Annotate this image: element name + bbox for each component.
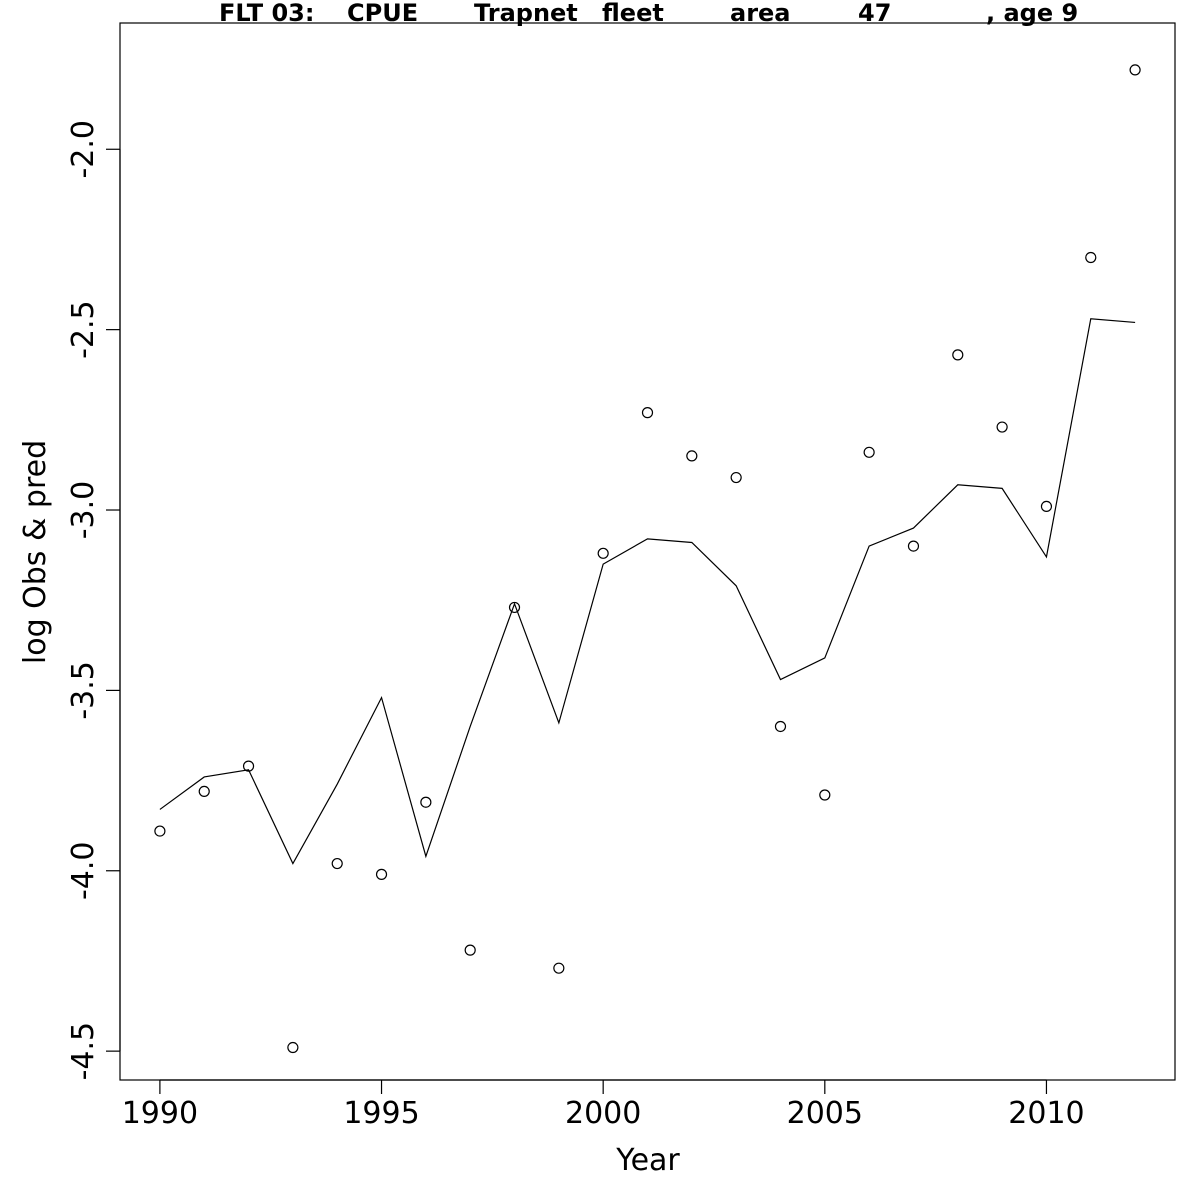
- x-tick-label: 2005: [787, 1096, 863, 1131]
- predicted-line: [159, 318, 1136, 865]
- y-tick-label: -2.5: [66, 300, 101, 359]
- plot-area: [154, 64, 1141, 1054]
- observed-point: [154, 825, 166, 837]
- observed-point: [464, 944, 476, 956]
- observed-point: [597, 547, 609, 559]
- x-tick-label: 2010: [1008, 1096, 1084, 1131]
- x-tick-label: 2000: [565, 1096, 641, 1131]
- x-tick-label: 1990: [122, 1096, 198, 1131]
- observed-point: [774, 720, 787, 733]
- y-tick-label: -4.5: [66, 1022, 101, 1081]
- observed-point: [641, 407, 654, 419]
- x-axis-label: Year: [615, 1143, 680, 1178]
- plot-frame: [119, 22, 1176, 1081]
- y-tick-label: -3.5: [66, 661, 101, 720]
- observed-point: [863, 446, 875, 458]
- observed-point: [287, 1041, 299, 1054]
- observed-point: [1085, 251, 1097, 264]
- observed-point: [375, 868, 388, 880]
- y-axis: -4.5 -4.0 -3.5 -3.0 -2.5 -2.0: [66, 120, 121, 1081]
- observed-point: [331, 857, 343, 870]
- y-axis-label: log Obs & pred: [18, 440, 53, 664]
- y-tick-label: -2.0: [66, 120, 101, 179]
- y-tick-label: -3.0: [66, 481, 101, 540]
- observed-point: [553, 962, 565, 974]
- observed-point: [952, 349, 964, 361]
- x-tick-label: 1995: [343, 1096, 419, 1131]
- observed-point: [907, 540, 920, 552]
- observed-point: [1040, 500, 1053, 513]
- y-tick-label: -4.0: [66, 841, 101, 900]
- observed-point: [1129, 64, 1141, 76]
- observed-point: [819, 789, 831, 801]
- observed-point: [686, 450, 698, 462]
- observed-point: [198, 785, 210, 797]
- observed-point: [996, 421, 1008, 433]
- observed-point: [420, 796, 432, 808]
- x-axis: 1990 1995 2000 2005 2010: [122, 1079, 1085, 1131]
- observed-point: [730, 471, 742, 484]
